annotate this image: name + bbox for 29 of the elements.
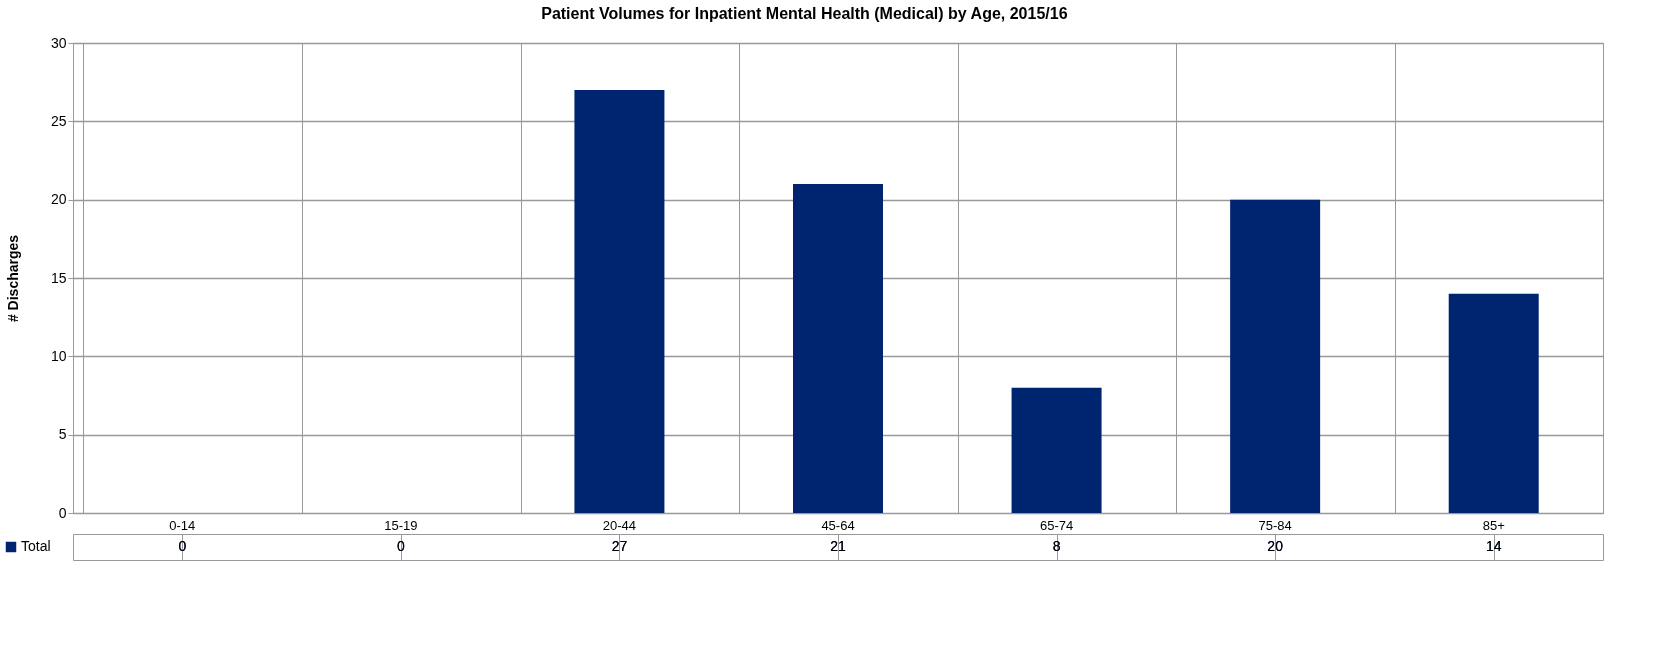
y-tick-label: 20 [50, 191, 67, 208]
data-label: 0 [178, 538, 187, 554]
y-tick-label: 5 [58, 426, 67, 443]
chart-title: Patient Volumes for Inpatient Mental Health (Medical) by Age, 2015/16 [541, 4, 1068, 22]
x-tick-label: 65-74 [1039, 517, 1074, 533]
legend-label: Total [21, 538, 51, 554]
bar [574, 90, 665, 513]
y-tick-label: 15 [50, 269, 67, 286]
x-tick-label: 20-44 [602, 517, 637, 533]
data-label: 14 [1485, 538, 1502, 554]
bar [1011, 387, 1102, 513]
y-tick-label: 0 [58, 504, 67, 521]
bar [793, 184, 883, 513]
bar [1230, 199, 1321, 513]
y-tick-label: 25 [50, 112, 67, 129]
data-label: 27 [611, 538, 628, 554]
y-tick-label: 10 [50, 347, 67, 364]
data-label: 21 [830, 538, 846, 554]
y-axis-title: # Discharges [4, 234, 21, 323]
x-tick-label: 75-84 [1258, 517, 1292, 533]
data-label: 0 [396, 538, 405, 554]
x-tick-label: 0-14 [169, 517, 196, 533]
bar [1448, 293, 1539, 513]
data-label: 20 [1267, 538, 1284, 554]
y-tick-label: 30 [50, 34, 67, 51]
x-tick-label: 45-64 [821, 517, 855, 533]
x-tick-label: 15-19 [384, 517, 418, 533]
x-tick-label: 85+ [1482, 517, 1505, 533]
data-label: 8 [1052, 538, 1061, 554]
